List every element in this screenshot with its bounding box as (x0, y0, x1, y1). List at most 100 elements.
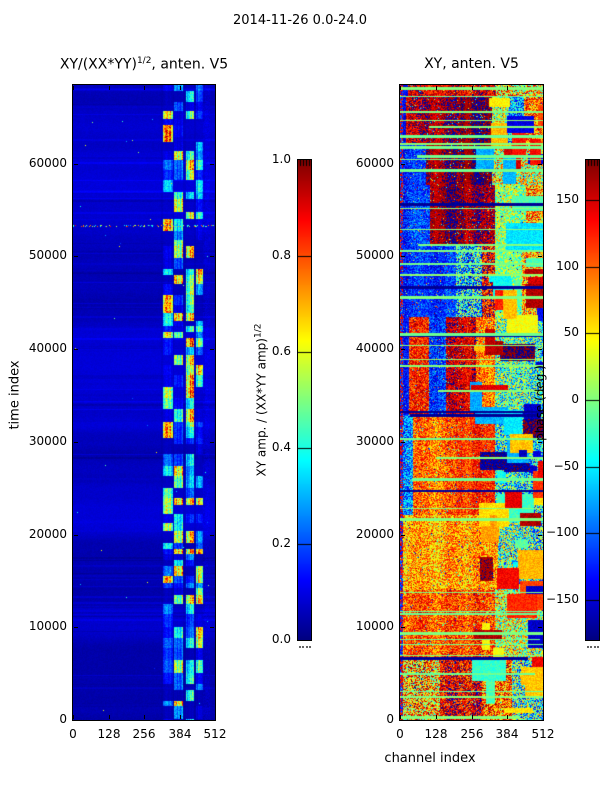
tick-label: 1.0 (271, 152, 291, 166)
left-panel-title-rest: , anten. V5 (151, 56, 229, 73)
tick-mark (73, 715, 74, 719)
tick-label: 30000 (28, 434, 67, 448)
tick-mark (180, 715, 181, 719)
tick-label: 150 (556, 192, 579, 206)
tick-mark (543, 86, 544, 90)
tick-mark (538, 535, 542, 536)
tick-mark (210, 720, 214, 721)
tick-mark (507, 86, 508, 90)
tick-mark (215, 715, 216, 719)
tick-label: 0.2 (271, 536, 291, 550)
tick-label: 30000 (355, 434, 394, 448)
tick-mark (538, 256, 542, 257)
tick-mark (538, 349, 542, 350)
right-colorbar-dots (587, 646, 599, 648)
tick-mark (400, 86, 401, 90)
tick-mark (210, 349, 214, 350)
tick-label: 60000 (28, 156, 67, 170)
tick-mark (401, 535, 405, 536)
tick-mark (144, 715, 145, 719)
tick-mark (74, 627, 78, 628)
tick-mark (74, 442, 78, 443)
right-heatmap (400, 85, 543, 720)
tick-mark (210, 535, 214, 536)
tick-label: 100 (556, 259, 579, 273)
tick-label: 10000 (28, 619, 67, 633)
tick-mark (538, 627, 542, 628)
tick-mark (507, 715, 508, 719)
tick-label: 20000 (355, 527, 394, 541)
tick-mark (74, 535, 78, 536)
tick-mark (74, 349, 78, 350)
left-panel-title-sup: 1/2 (136, 56, 152, 66)
tick-mark (210, 442, 214, 443)
tick-label: −100 (546, 525, 579, 539)
tick-mark (74, 164, 78, 165)
left-panel-title: XY/(XX*YY)1/2, anten. V5 (40, 56, 248, 73)
left-panel-title-base: XY/(XX*YY) (59, 56, 137, 73)
tick-label: 512 (531, 727, 555, 741)
tick-mark (74, 256, 78, 257)
tick-label: 128 (424, 727, 448, 741)
tick-label: 256 (460, 727, 484, 741)
tick-mark (401, 164, 405, 165)
tick-mark (210, 256, 214, 257)
tick-mark (210, 164, 214, 165)
tick-label: 40000 (28, 341, 67, 355)
tick-label: 0 (69, 727, 77, 741)
tick-mark (436, 86, 437, 90)
tick-mark (401, 627, 405, 628)
tick-label: 256 (132, 727, 156, 741)
tick-label: 0.0 (271, 632, 291, 646)
right-panel-title: XY, anten. V5 (424, 56, 519, 72)
tick-label: 0.6 (271, 344, 291, 358)
tick-mark (538, 442, 542, 443)
tick-label: 384 (168, 727, 192, 741)
tick-mark (401, 349, 405, 350)
tick-mark (401, 720, 405, 721)
tick-mark (472, 86, 473, 90)
tick-label: 128 (97, 727, 121, 741)
left-colorbar (297, 159, 312, 641)
tick-label: 50 (563, 325, 579, 339)
tick-mark (543, 715, 544, 719)
right-colorbar (585, 159, 600, 641)
tick-mark (210, 627, 214, 628)
tick-label: 50000 (28, 248, 67, 262)
left-colorbar-label-sup: 1/2 (253, 323, 264, 339)
tick-label: 0 (396, 727, 404, 741)
tick-mark (215, 86, 216, 90)
tick-label: 0 (59, 712, 67, 726)
x-axis-label: channel index (384, 751, 476, 766)
tick-mark (180, 86, 181, 90)
tick-label: −150 (546, 592, 579, 606)
y-axis-label: time index (7, 360, 23, 430)
tick-label: 40000 (355, 341, 394, 355)
tick-mark (472, 715, 473, 719)
tick-label: 0 (386, 712, 394, 726)
tick-label: −50 (553, 459, 579, 473)
figure-title: 2014-11-26 0.0-24.0 (233, 13, 367, 28)
tick-label: 0.8 (271, 248, 291, 262)
tick-mark (436, 715, 437, 719)
left-heatmap (73, 85, 215, 720)
tick-mark (144, 86, 145, 90)
tick-label: 50000 (355, 248, 394, 262)
tick-mark (74, 720, 78, 721)
tick-mark (401, 442, 405, 443)
tick-mark (109, 86, 110, 90)
tick-label: 20000 (28, 527, 67, 541)
tick-mark (400, 715, 401, 719)
tick-mark (109, 715, 110, 719)
tick-label: 512 (203, 727, 227, 741)
tick-mark (538, 720, 542, 721)
tick-label: 384 (495, 727, 519, 741)
tick-mark (73, 86, 74, 90)
tick-label: 60000 (355, 156, 394, 170)
tick-label: 0.4 (271, 440, 291, 454)
left-colorbar-dots (299, 646, 311, 648)
tick-label: 0 (571, 392, 579, 406)
tick-mark (538, 164, 542, 165)
tick-mark (401, 256, 405, 257)
